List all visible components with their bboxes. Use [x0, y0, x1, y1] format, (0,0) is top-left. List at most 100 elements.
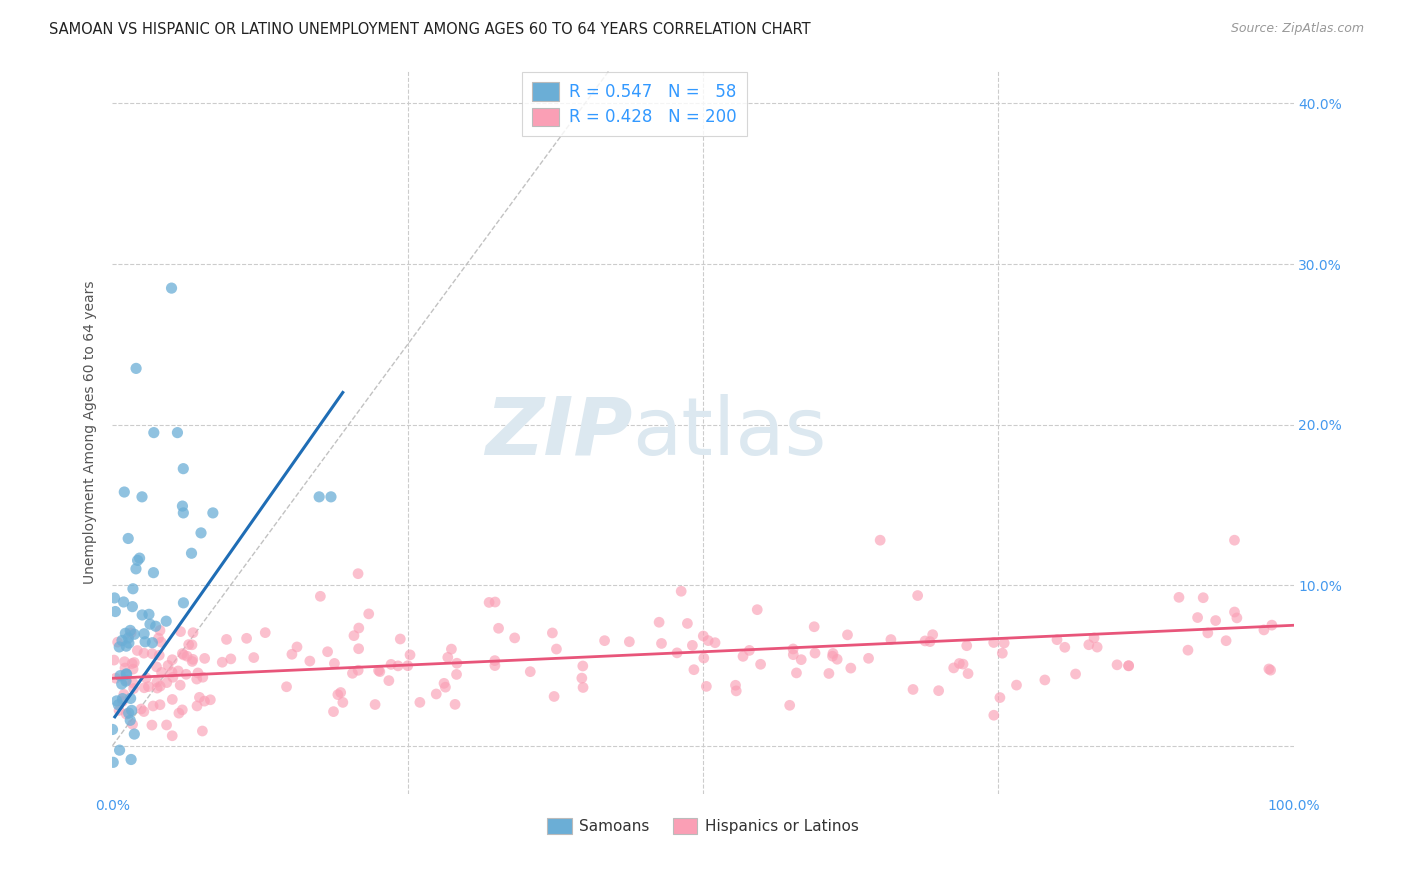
Point	[166, 425, 188, 440]
Point	[942, 661, 965, 675]
Point	[167, 706, 190, 721]
Point	[367, 664, 389, 678]
Point	[141, 718, 163, 732]
Point	[122, 582, 145, 596]
Point	[135, 671, 157, 685]
Point	[160, 281, 183, 295]
Point	[956, 639, 979, 653]
Point	[104, 605, 127, 619]
Point	[115, 674, 138, 689]
Point	[368, 665, 391, 679]
Point	[322, 705, 344, 719]
Point	[186, 698, 208, 713]
Point	[141, 647, 163, 661]
Point	[145, 619, 167, 633]
Point	[948, 657, 970, 671]
Point	[120, 626, 142, 640]
Point	[146, 675, 169, 690]
Point	[825, 652, 848, 666]
Point	[173, 648, 195, 662]
Point	[169, 624, 191, 639]
Point	[127, 553, 149, 567]
Point	[329, 685, 352, 699]
Point	[1177, 643, 1199, 657]
Point	[235, 632, 257, 646]
Point	[148, 631, 170, 645]
Point	[120, 752, 142, 766]
Point	[285, 640, 308, 654]
Point	[115, 667, 138, 681]
Point	[219, 652, 242, 666]
Point	[186, 672, 208, 686]
Point	[112, 485, 135, 500]
Point	[122, 662, 145, 676]
Point	[747, 602, 769, 616]
Point	[1253, 623, 1275, 637]
Point	[191, 670, 214, 684]
Point	[648, 615, 671, 630]
Point	[478, 595, 501, 609]
Point	[1064, 667, 1087, 681]
Point	[484, 595, 506, 609]
Point	[162, 670, 184, 684]
Point	[169, 678, 191, 692]
Point	[254, 625, 277, 640]
Point	[149, 624, 172, 638]
Y-axis label: Unemployment Among Ages 60 to 64 years: Unemployment Among Ages 60 to 64 years	[83, 281, 97, 584]
Point	[172, 461, 194, 475]
Point	[983, 635, 1005, 649]
Point	[124, 627, 146, 641]
Point	[488, 621, 510, 635]
Point	[572, 659, 595, 673]
Point	[131, 607, 153, 622]
Point	[124, 727, 146, 741]
Point	[357, 607, 380, 621]
Point	[103, 756, 125, 770]
Point	[122, 676, 145, 690]
Point	[988, 690, 1011, 705]
Point	[188, 690, 211, 705]
Point	[389, 632, 412, 646]
Point	[803, 620, 825, 634]
Point	[425, 687, 447, 701]
Point	[167, 664, 190, 678]
Point	[343, 629, 366, 643]
Point	[697, 633, 720, 648]
Point	[103, 653, 125, 667]
Point	[433, 676, 456, 690]
Point	[120, 691, 142, 706]
Point	[160, 729, 183, 743]
Point	[121, 599, 143, 614]
Point	[156, 675, 179, 690]
Point	[683, 663, 706, 677]
Point	[1197, 626, 1219, 640]
Point	[157, 658, 180, 673]
Point	[149, 698, 172, 712]
Point	[1005, 678, 1028, 692]
Point	[308, 490, 330, 504]
Point	[1046, 632, 1069, 647]
Point	[731, 649, 754, 664]
Point	[380, 657, 402, 672]
Point	[858, 651, 880, 665]
Point	[1223, 605, 1246, 619]
Point	[281, 647, 304, 661]
Point	[804, 646, 827, 660]
Point	[546, 642, 568, 657]
Point	[125, 361, 148, 376]
Point	[1215, 633, 1237, 648]
Point	[332, 695, 354, 709]
Point	[108, 743, 131, 757]
Point	[693, 651, 716, 665]
Point	[782, 642, 804, 657]
Point	[666, 646, 689, 660]
Point	[1033, 673, 1056, 687]
Point	[396, 658, 419, 673]
Point	[107, 698, 129, 712]
Point	[983, 708, 1005, 723]
Point	[1118, 658, 1140, 673]
Point	[200, 692, 222, 706]
Point	[121, 657, 143, 671]
Point	[387, 658, 409, 673]
Point	[115, 706, 138, 721]
